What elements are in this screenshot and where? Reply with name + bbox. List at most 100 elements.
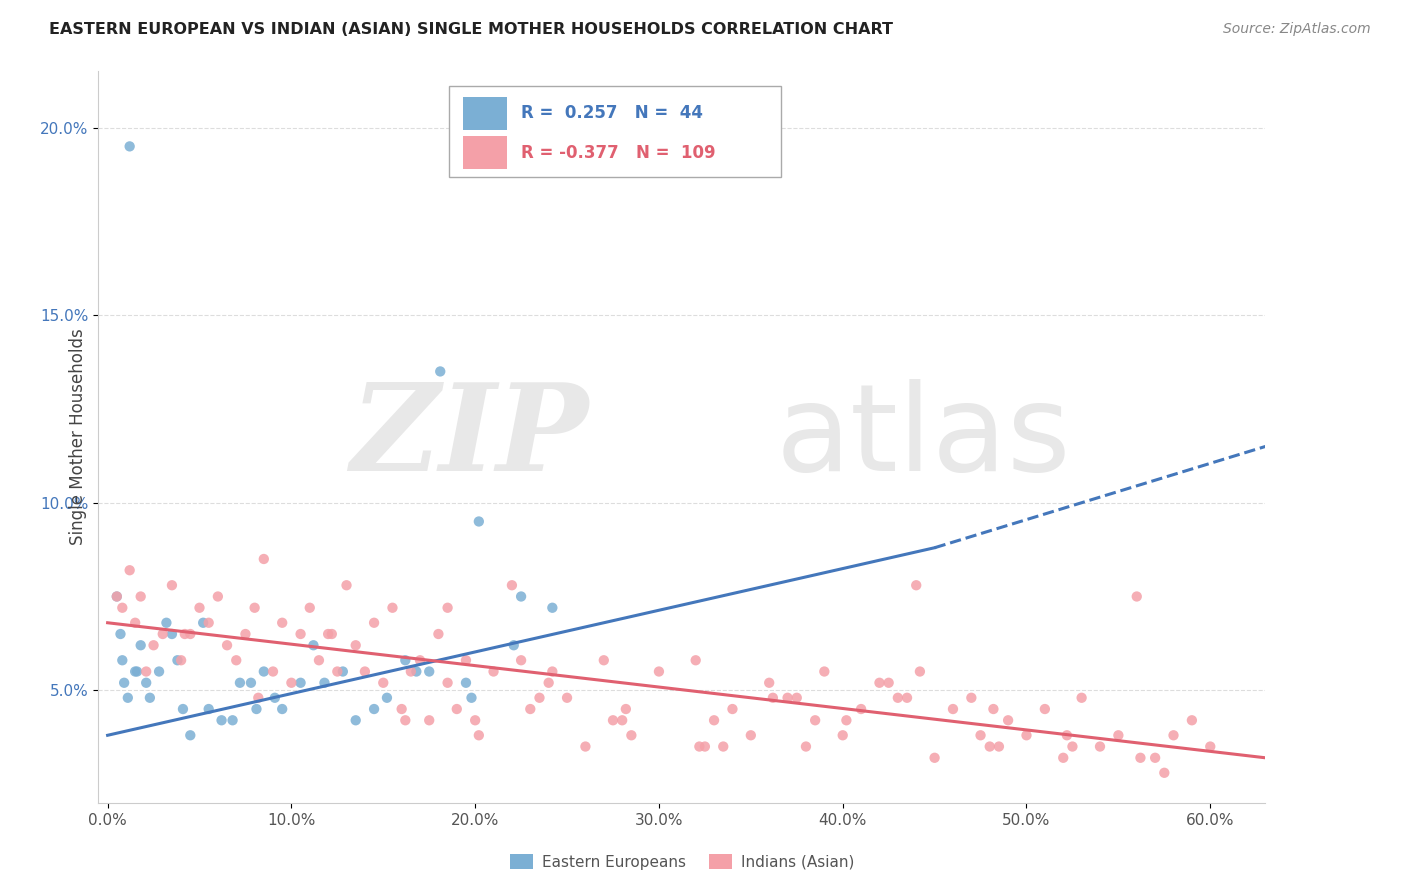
Point (1088, 739, 1111, 754)
Point (173, 627, 195, 641)
Point (188, 600, 211, 615)
Point (969, 728, 991, 742)
Point (460, 690, 482, 705)
Point (482, 665, 505, 679)
Point (262, 665, 284, 679)
Point (908, 665, 931, 679)
Point (314, 675, 336, 690)
Point (529, 690, 551, 705)
Point (502, 638, 524, 652)
Point (326, 665, 349, 679)
Point (229, 675, 252, 690)
Point (693, 739, 716, 754)
Point (983, 702, 1005, 716)
Point (762, 690, 785, 705)
Point (997, 713, 1019, 727)
Point (648, 665, 671, 679)
Point (215, 638, 238, 652)
Point (454, 675, 477, 690)
Point (537, 675, 560, 690)
FancyBboxPatch shape (449, 86, 782, 178)
Point (271, 702, 294, 716)
Point (510, 590, 533, 604)
Point (1062, 739, 1084, 754)
Point (446, 702, 468, 716)
Point (501, 578, 523, 592)
Point (394, 713, 416, 727)
Point (905, 578, 928, 592)
Point (172, 702, 194, 716)
Text: R = -0.377   N =  109: R = -0.377 N = 109 (520, 144, 716, 161)
Point (869, 675, 891, 690)
Legend: Eastern Europeans, Indians (Asian): Eastern Europeans, Indians (Asian) (503, 847, 860, 876)
Point (1163, 728, 1185, 742)
Point (166, 653, 188, 667)
Point (541, 600, 564, 615)
Point (394, 653, 416, 667)
Point (405, 665, 427, 679)
Point (464, 713, 486, 727)
Point (804, 713, 827, 727)
Point (344, 638, 367, 652)
Point (253, 552, 276, 566)
Point (685, 653, 707, 667)
Point (142, 638, 165, 652)
Point (1015, 728, 1038, 742)
FancyBboxPatch shape (463, 97, 508, 130)
Point (344, 713, 367, 727)
Point (263, 690, 285, 705)
Point (1199, 739, 1222, 754)
Point (429, 364, 451, 378)
Point (139, 690, 162, 705)
Point (454, 653, 477, 667)
Point (298, 600, 321, 615)
Point (117, 690, 139, 705)
Point (896, 690, 918, 705)
Point (1129, 751, 1152, 765)
Point (129, 590, 152, 604)
Point (118, 139, 141, 153)
Point (193, 615, 215, 630)
Point (510, 653, 533, 667)
Point (519, 702, 541, 716)
Point (197, 615, 219, 630)
Point (399, 665, 422, 679)
Point (427, 627, 450, 641)
Point (887, 690, 910, 705)
Point (354, 665, 377, 679)
Point (794, 739, 817, 754)
Point (160, 627, 183, 641)
Point (942, 702, 965, 716)
Y-axis label: Single Mother Households: Single Mother Households (69, 329, 87, 545)
Point (1070, 690, 1092, 705)
Point (135, 675, 157, 690)
Point (110, 627, 132, 641)
Point (280, 675, 302, 690)
Point (197, 702, 219, 716)
Point (541, 665, 564, 679)
Text: atlas: atlas (775, 378, 1071, 496)
Point (221, 713, 243, 727)
Point (290, 675, 312, 690)
Point (290, 627, 312, 641)
Text: EASTERN EUROPEAN VS INDIAN (ASIAN) SINGLE MOTHER HOUSEHOLDS CORRELATION CHART: EASTERN EUROPEAN VS INDIAN (ASIAN) SINGL… (49, 22, 893, 37)
Point (979, 739, 1001, 754)
Point (335, 578, 357, 592)
Text: R =  0.257   N =  44: R = 0.257 N = 44 (520, 104, 703, 122)
Point (247, 690, 270, 705)
Point (688, 739, 710, 754)
Point (375, 690, 398, 705)
Point (124, 615, 146, 630)
Point (831, 728, 853, 742)
Point (1126, 590, 1149, 604)
Point (302, 638, 325, 652)
Point (436, 600, 458, 615)
Point (245, 702, 267, 716)
Point (253, 665, 276, 679)
Point (1153, 765, 1175, 780)
Point (602, 713, 624, 727)
Point (813, 665, 835, 679)
Point (1107, 728, 1129, 742)
Point (308, 653, 330, 667)
Point (391, 702, 413, 716)
